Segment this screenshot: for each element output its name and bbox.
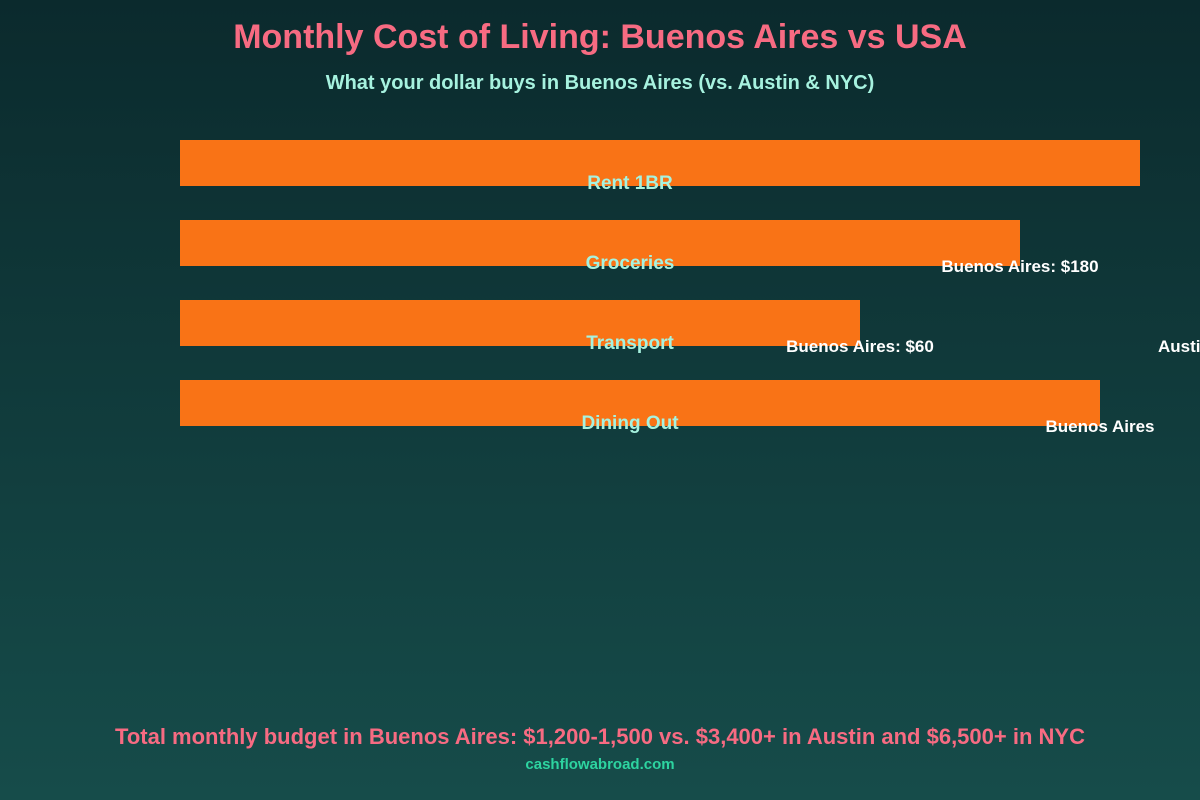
bar-3 — [180, 380, 1100, 426]
extra-label-0: Austi — [1158, 337, 1200, 356]
data-label-1: Buenos Aires: $180 — [941, 257, 1098, 276]
chart-title: Monthly Cost of Living: Buenos Aires vs … — [233, 18, 967, 56]
bar-2 — [180, 300, 860, 346]
category-label-1: Groceries — [586, 253, 675, 274]
bar-0 — [180, 140, 1140, 186]
category-label-2: Transport — [586, 333, 674, 354]
data-label-3: Buenos Aires — [1046, 417, 1155, 436]
bar-1 — [180, 220, 1020, 266]
budget-summary: Total monthly budget in Buenos Aires: $1… — [115, 724, 1085, 749]
chart-subtitle: What your dollar buys in Buenos Aires (v… — [325, 72, 875, 94]
data-label-2: Buenos Aires: $60 — [786, 337, 934, 356]
category-label-0: Rent 1BR — [587, 173, 673, 194]
category-label-3: Dining Out — [581, 413, 679, 434]
site-credit: cashflowabroad.com — [525, 756, 675, 773]
